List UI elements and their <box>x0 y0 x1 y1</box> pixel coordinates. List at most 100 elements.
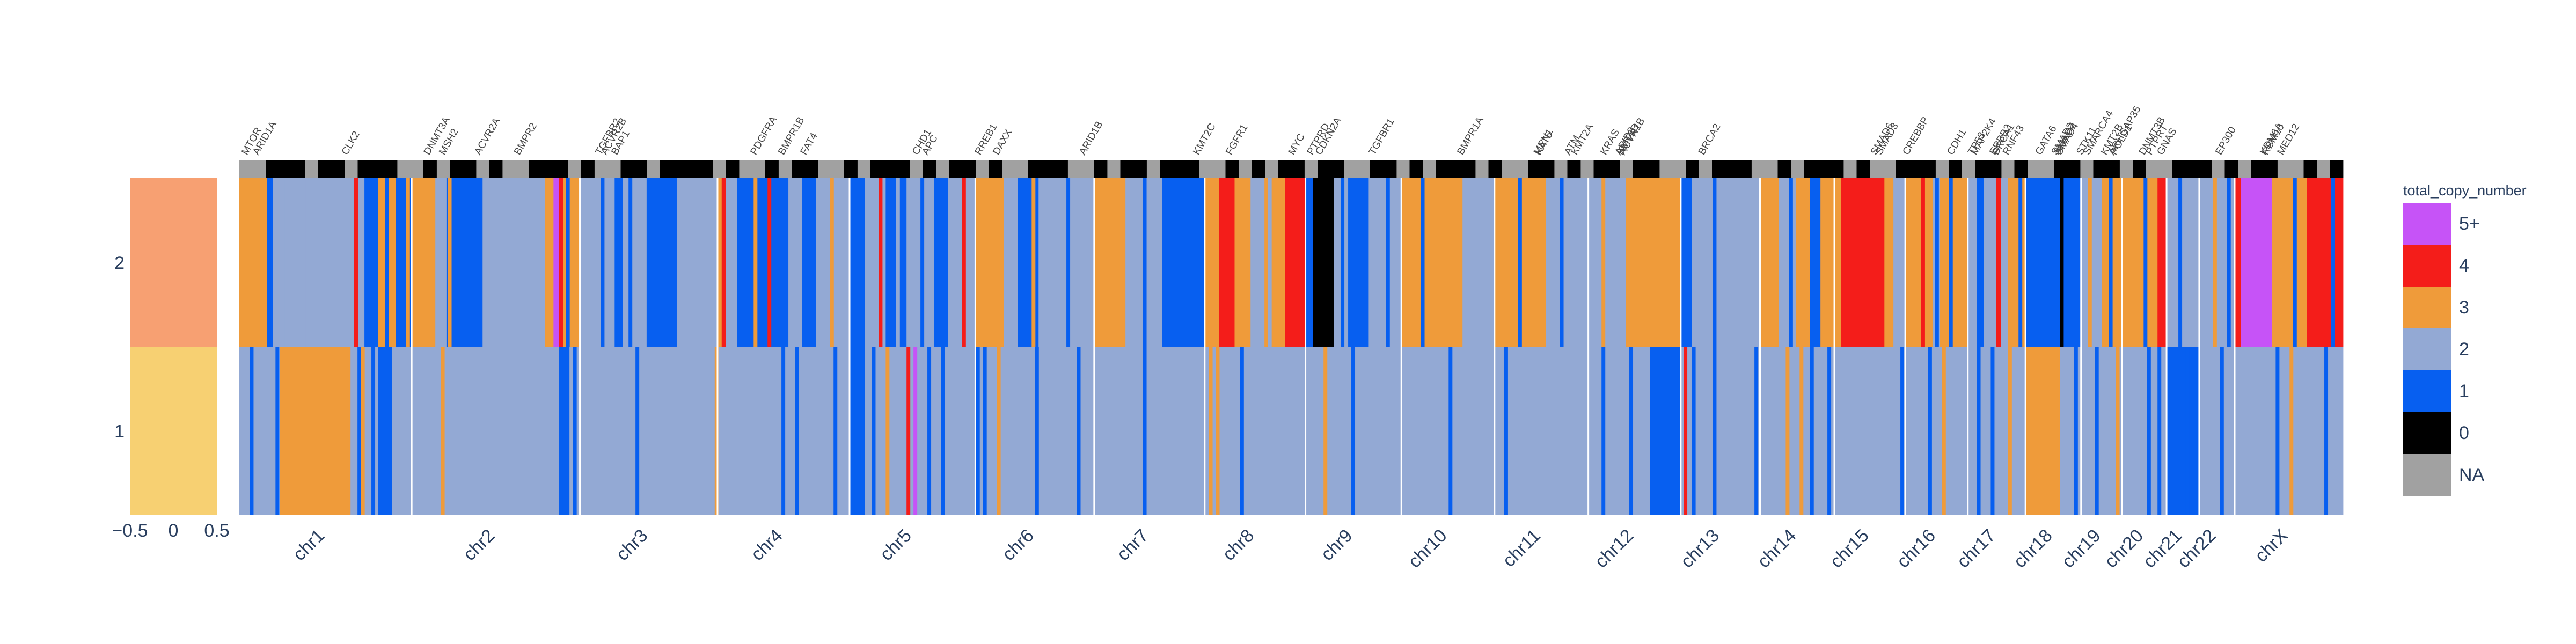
row-2-segment <box>2241 178 2273 347</box>
row-2-segment <box>354 178 358 347</box>
strip-cell <box>1120 160 1134 178</box>
row-1-narrow-segment <box>2008 347 2012 515</box>
strip-cell <box>1330 160 1344 178</box>
row-1-narrow-segment <box>2289 347 2294 515</box>
strip-cell <box>1567 160 1581 178</box>
chromosome-label: chrX <box>2251 525 2292 566</box>
gene-label: EP300 <box>2213 125 2238 157</box>
row-2-segment <box>1204 178 1220 347</box>
strip-cell <box>1409 160 1423 178</box>
strip-cell <box>883 160 897 178</box>
row-1-narrow-segment <box>1713 347 1717 515</box>
strip-cell <box>1173 160 1187 178</box>
strip-cell <box>673 160 687 178</box>
row-2-segment <box>2063 178 2082 347</box>
row-2-segment <box>1692 178 1699 347</box>
strip-cell <box>923 160 936 178</box>
row-2-segment <box>358 178 365 347</box>
strip-cell <box>660 160 674 178</box>
strip-cell <box>1278 160 1292 178</box>
row-2-narrow-segment <box>896 178 900 347</box>
strip-cell <box>529 160 542 178</box>
row-1-segment <box>1494 347 1589 515</box>
row-1-narrow-segment <box>2275 347 2280 515</box>
gene-label: CREBBP <box>1900 115 1931 157</box>
strip-cell <box>1186 160 1199 178</box>
x-tick-half: 0.5 <box>204 521 229 541</box>
strip-cell <box>1041 160 1055 178</box>
strip-cell <box>266 160 279 178</box>
row-2-segment <box>1368 178 1402 347</box>
row-1-narrow-segment <box>1785 347 1790 515</box>
strip-cell <box>1909 160 1923 178</box>
legend-swatch <box>2403 370 2451 412</box>
strip-cell <box>792 160 805 178</box>
row-2-segment <box>614 178 624 347</box>
strip-cell <box>634 160 647 178</box>
strip-cell <box>1777 160 1791 178</box>
strip-cell <box>331 160 345 178</box>
row-1-narrow-segment <box>1942 347 1946 515</box>
row-2-segment <box>677 178 718 347</box>
row-2-narrow-segment <box>2178 178 2183 347</box>
strip-cell <box>1738 160 1752 178</box>
strip-cell <box>1646 160 1660 178</box>
row-1-segment <box>1905 347 1968 515</box>
y-tick-1: 1 <box>114 421 125 442</box>
strip-cell <box>897 160 910 178</box>
row-1-segment <box>378 347 393 515</box>
row-2-segment <box>1626 178 1681 347</box>
row-1-narrow-segment <box>2324 347 2329 515</box>
chromosome-label: chr22 <box>2174 525 2220 572</box>
legend-label: 3 <box>2459 297 2469 318</box>
row-1-narrow-segment <box>371 347 376 515</box>
row-2-narrow-segment <box>1601 178 1606 347</box>
row-1-segment <box>1588 347 1651 515</box>
strip-cell <box>2251 160 2265 178</box>
row-2-segment <box>2122 178 2158 347</box>
strip-cell <box>1055 160 1068 178</box>
row-2-segment <box>2008 178 2026 347</box>
strip-cell <box>620 160 634 178</box>
row-2-segment <box>1967 178 1977 347</box>
row-2-segment <box>559 178 564 347</box>
row-2-narrow-segment <box>385 178 389 347</box>
strip-cell <box>844 160 858 178</box>
row-2-segment <box>563 178 580 347</box>
row-1-narrow-segment <box>1684 347 1688 515</box>
row-1-segment <box>580 347 718 515</box>
chromosome-label: chr18 <box>2010 525 2057 572</box>
row-2-narrow-segment <box>2088 178 2092 347</box>
x-tick-zero: 0 <box>169 521 179 541</box>
strip-cell <box>2198 160 2212 178</box>
row-2-segment <box>717 178 722 347</box>
legend: total_copy_number 5+ 4 3 2 1 0 NA <box>2403 182 2527 496</box>
row-2-segment <box>726 178 737 347</box>
row-2-segment <box>2060 178 2064 347</box>
strip-cell <box>384 160 398 178</box>
row-1-narrow-segment <box>2074 347 2078 515</box>
strip-cell <box>1856 160 1870 178</box>
row-2-segment <box>1884 178 1894 347</box>
chromosome-label: chr17 <box>1953 525 2000 572</box>
strip-cell <box>541 160 555 178</box>
chromosome-labels: chr1 chr2 chr3 chr4 chr5 chr6 chr7 chr8 chr9 chr1… <box>289 525 2292 572</box>
chromosome-label: chr5 <box>876 525 916 565</box>
row-1-segment <box>2167 347 2200 515</box>
strip-cell <box>804 160 818 178</box>
row-2-segment <box>1820 178 1835 347</box>
row-2-segment <box>435 178 447 347</box>
legend-label: 1 <box>2459 381 2469 401</box>
gene-label: ACVR2A <box>472 116 502 157</box>
strip-cell <box>949 160 963 178</box>
row-2-segment <box>482 178 546 347</box>
row-2-segment <box>1334 178 1341 347</box>
chromosome-label: chr20 <box>2101 525 2147 572</box>
strip-cell <box>2330 160 2344 178</box>
row-2-narrow-segment <box>2227 178 2231 347</box>
strip-cell <box>2303 160 2317 178</box>
row-1-narrow-segment <box>2147 347 2151 515</box>
row-2-narrow-segment <box>284 178 289 347</box>
strip-cell <box>1593 160 1607 178</box>
strip-cell <box>555 160 568 178</box>
